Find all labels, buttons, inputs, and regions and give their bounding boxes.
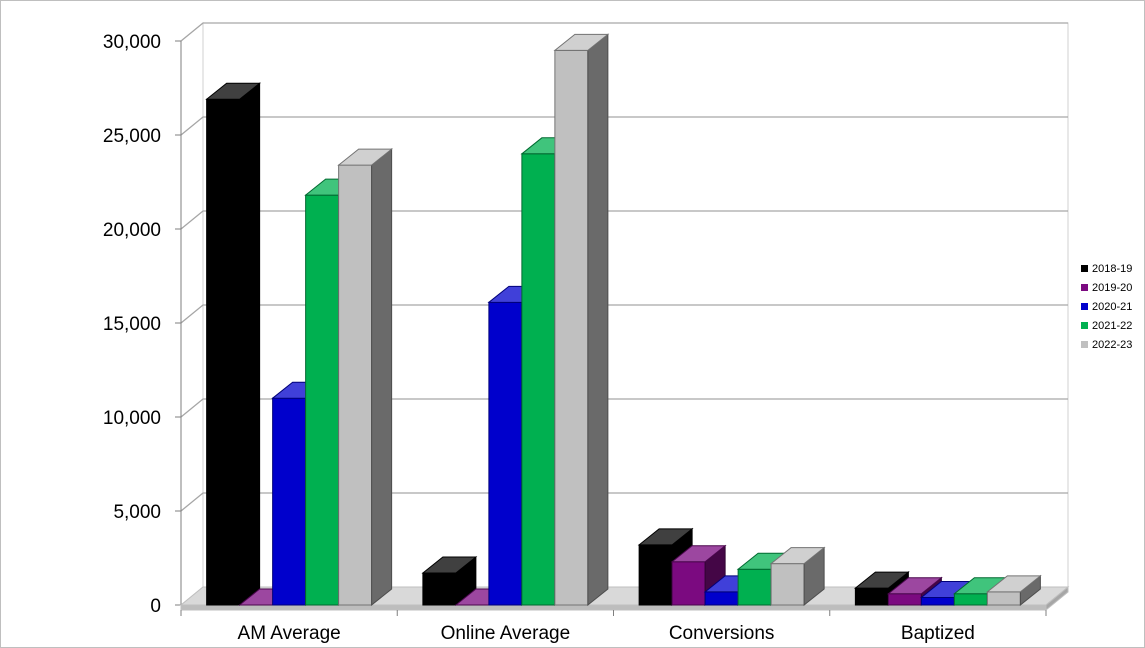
bar-front-face [206, 98, 241, 606]
bar-front-face [554, 49, 589, 606]
bar-front-face [521, 153, 556, 606]
gridlines [180, 22, 1068, 512]
bar-front-face [770, 563, 805, 606]
y-tick-label: 5,000 [113, 502, 161, 523]
bar [205, 82, 262, 607]
category-label: AM Average [238, 623, 341, 644]
bars [205, 33, 1042, 607]
legend-swatch [1081, 322, 1088, 329]
bar-front-face [338, 164, 373, 606]
legend-entry-label: 2022-23 [1092, 339, 1132, 351]
gridline [180, 398, 1068, 418]
bar-front-face [272, 397, 307, 606]
bar-top-face [421, 556, 478, 574]
y-tick-label: 20,000 [103, 220, 161, 241]
bar-front-face [704, 591, 739, 606]
y-tick-label: 10,000 [103, 408, 161, 429]
floor-front [180, 604, 1047, 611]
legend-entry-label: 2018-19 [1092, 263, 1132, 275]
bar-top-face [205, 82, 262, 100]
category-label: Online Average [441, 623, 571, 644]
y-axis: 0 5,000 10,000 15,000 20,000 25,000 30,000 [103, 32, 182, 617]
bar-front-face [887, 593, 922, 606]
legend-entry-label: 2021-22 [1092, 320, 1132, 332]
bar-top-face [553, 33, 610, 51]
bar-front-face [737, 568, 772, 606]
floor-side [1045, 585, 1069, 612]
bar-side-face [371, 148, 393, 607]
category-label: Conversions [669, 623, 775, 644]
bar-front-face [488, 301, 523, 606]
bar [985, 574, 1042, 607]
bar [421, 555, 478, 607]
bar [637, 527, 694, 607]
legend-entry-label: 2020-21 [1092, 301, 1132, 313]
gridline [180, 210, 1068, 230]
x-axis: AM Average Online Average Conversions Bapti… [180, 610, 1047, 644]
gridline [180, 116, 1068, 136]
bar-top-face [637, 528, 694, 546]
bar-front-face [920, 596, 955, 606]
bar-top-face [985, 575, 1042, 593]
gridline [180, 304, 1068, 324]
bar-top-face [853, 571, 910, 589]
legend-swatch [1081, 265, 1088, 272]
bar-top-face [886, 577, 943, 595]
bar-side-face [239, 82, 261, 607]
bar-front-face [638, 544, 673, 606]
gridline [180, 22, 1068, 42]
bar [553, 33, 610, 607]
y-tick-label: 15,000 [103, 314, 161, 335]
gridline [180, 492, 1068, 512]
bar-front-face [854, 587, 889, 606]
bar-side-face [587, 33, 609, 607]
bar [337, 148, 394, 607]
bar-front-face [305, 194, 340, 606]
legend-swatch [1081, 341, 1088, 348]
bar-front-face [671, 561, 706, 606]
bar [769, 546, 826, 607]
legend: 2018-19 2019-20 2020-21 2021-22 2022-23 [1081, 263, 1132, 351]
bar-front-face [953, 593, 988, 606]
chart-floor [179, 585, 1070, 612]
y-tick-label: 25,000 [103, 126, 161, 147]
bar [670, 544, 727, 607]
bar-top-face [670, 545, 727, 563]
bar-top-face [769, 547, 826, 565]
bar-top-face [337, 148, 394, 166]
bar-front-face [986, 591, 1021, 606]
bar-front-face [422, 572, 457, 606]
category-label: Baptized [901, 623, 975, 644]
y-tick-label: 30,000 [103, 32, 161, 53]
y-tick-label: 0 [150, 596, 161, 617]
legend-entry-label: 2019-20 [1092, 282, 1132, 294]
legend-swatch [1081, 284, 1088, 291]
legend-swatch [1081, 303, 1088, 310]
